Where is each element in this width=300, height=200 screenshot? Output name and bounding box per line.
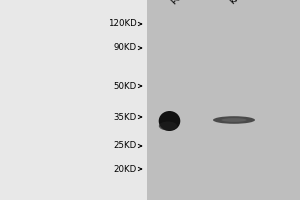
Text: kidney: kidney [228,0,256,6]
Bar [147,0,300,200]
Text: PC3: PC3 [169,0,188,6]
Text: 25KD: 25KD [113,142,136,150]
Text: 120KD: 120KD [108,20,136,28]
Ellipse shape [159,111,180,131]
Ellipse shape [221,118,247,122]
Ellipse shape [159,121,177,130]
Text: 50KD: 50KD [113,82,136,90]
Ellipse shape [213,116,255,124]
Text: 35KD: 35KD [113,112,136,121]
Text: 20KD: 20KD [113,164,136,173]
Text: 90KD: 90KD [113,44,136,52]
